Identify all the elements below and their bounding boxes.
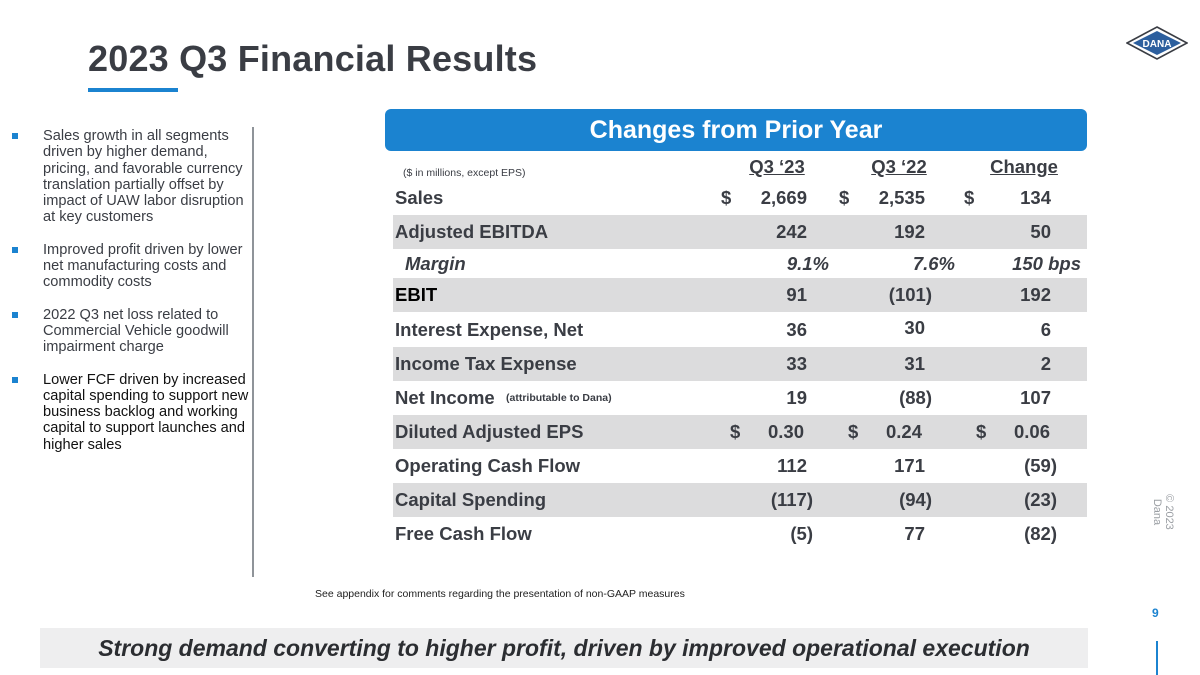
cell-q3-23: (117) — [770, 489, 813, 510]
cell-change: (59) — [1024, 455, 1057, 476]
bullet-text: Sales growth in all segments driven by h… — [43, 128, 244, 226]
cell-change: 150 bps — [1012, 253, 1081, 274]
cell-q3-23: 0.30 — [767, 421, 804, 442]
row-label: Capital Spending — [395, 489, 547, 510]
cell-change: 107 — [1020, 387, 1051, 408]
cell-q3-23: 33 — [786, 353, 807, 374]
dollar-sign: $ — [730, 421, 741, 442]
row-label: Sales — [395, 187, 444, 208]
bullet-marker — [12, 133, 18, 139]
cell-change: 50 — [1030, 221, 1051, 242]
units-note: ($ in millions, except EPS) — [403, 167, 526, 179]
table-banner: Changes from Prior Year — [385, 109, 1087, 151]
dollar-sign: $ — [839, 187, 850, 208]
cell-q3-22: 171 — [894, 455, 925, 476]
col-header-q3-22: Q3 ‘22 — [871, 156, 927, 177]
bullet-item: 2022 Q3 net loss related to Commercial V… — [12, 307, 252, 356]
cell-q3-23: 19 — [786, 387, 807, 408]
bullet-text: 2022 Q3 net loss related to Commercial V… — [43, 306, 229, 356]
page-number: 9 — [1152, 606, 1159, 620]
table-row-interest-expense: Interest Expense, Net 36 30 6 — [393, 313, 1087, 347]
cell-q3-23: 36 — [786, 319, 807, 340]
cell-q3-22: (88) — [899, 387, 932, 408]
dollar-sign: $ — [964, 187, 975, 208]
cell-change: (23) — [1024, 489, 1057, 510]
cell-q3-23: (5) — [790, 523, 813, 544]
table-row-free-cash-flow: Free Cash Flow (5) 77 (82) — [393, 517, 1087, 551]
cell-change: 192 — [1020, 284, 1051, 305]
dollar-sign: $ — [848, 421, 859, 442]
cell-q3-22: 77 — [904, 523, 925, 544]
table-row-capital-spending: Capital Spending (117) (94) (23) — [393, 483, 1087, 517]
table-row-diluted-eps: Diluted Adjusted EPS $ 0.30 $ 0.24 $ 0.0… — [393, 415, 1087, 449]
cell-q3-22: 2,535 — [878, 187, 925, 208]
bullet-item: Lower FCF driven by increased capital sp… — [12, 372, 252, 453]
title-underline — [88, 88, 178, 92]
table-row-ebit: EBIT 91 (101) 192 — [393, 278, 1087, 312]
row-label: Diluted Adjusted EPS — [395, 421, 584, 442]
cell-q3-22: 31 — [904, 353, 925, 374]
row-label: EBIT — [395, 284, 438, 305]
cell-change: 6 — [1040, 319, 1051, 340]
table-row-adjusted-ebitda: Adjusted EBITDA 242 192 50 — [393, 215, 1087, 249]
row-label: Net Income — [395, 387, 495, 408]
bullet-text: Improved profit driven by lower net manu… — [43, 241, 243, 291]
cell-q3-22: (94) — [899, 489, 932, 510]
footnote: See appendix for comments regarding the … — [315, 588, 685, 600]
dollar-sign: $ — [721, 187, 732, 208]
bullet-marker — [12, 246, 18, 253]
dana-logo: DANA — [1126, 26, 1188, 60]
cell-change: (82) — [1024, 523, 1057, 544]
copyright: © 2023 Dana — [1151, 494, 1175, 530]
page-title: 2023 Q3 Financial Results — [88, 38, 538, 79]
bullet-item: Improved profit driven by lower net manu… — [12, 242, 252, 291]
cell-q3-23: 91 — [786, 284, 807, 305]
row-label: Adjusted EBITDA — [395, 221, 549, 242]
row-note: (attributable to Dana) — [506, 392, 612, 404]
cell-change: 0.06 — [1013, 421, 1050, 442]
bullet-text: Lower FCF driven by increased capital sp… — [43, 371, 249, 453]
row-label: Free Cash Flow — [395, 523, 532, 544]
row-label: Income Tax Expense — [395, 353, 577, 374]
cell-q3-23: 9.1% — [786, 253, 829, 274]
cell-change: 2 — [1040, 353, 1051, 374]
cell-q3-22: 30 — [904, 317, 925, 338]
row-label: Margin — [405, 253, 466, 274]
dollar-sign: $ — [976, 421, 987, 442]
vertical-divider — [252, 127, 254, 577]
logo-text: DANA — [1143, 39, 1172, 50]
page-bar — [1156, 641, 1158, 675]
table-row-sales: Sales $ 2,669 $ 2,535 $ 134 — [393, 181, 1087, 215]
bullet-list: Sales growth in all segments driven by h… — [12, 128, 252, 469]
cell-q3-23: 112 — [777, 455, 807, 476]
table-row-operating-cash-flow: Operating Cash Flow 112 171 (59) — [393, 449, 1087, 483]
cell-change: 134 — [1020, 187, 1051, 208]
cell-q3-23: 2,669 — [760, 187, 807, 208]
cell-q3-23: 242 — [776, 221, 807, 242]
row-label: Operating Cash Flow — [395, 455, 581, 476]
table-row-income-tax: Income Tax Expense 33 31 2 — [393, 347, 1087, 381]
col-header-change: Change — [990, 156, 1058, 177]
table-row-net-income: Net Income (attributable to Dana) 19 (88… — [393, 381, 1087, 415]
cell-q3-22: (101) — [888, 284, 932, 305]
bullet-marker — [12, 376, 18, 383]
table-row-margin: Margin 9.1% 7.6% 150 bps — [393, 247, 1087, 278]
cell-q3-22: 7.6% — [912, 253, 955, 274]
bullet-marker — [12, 311, 18, 318]
row-label: Interest Expense, Net — [395, 319, 584, 340]
bullet-item: Sales growth in all segments driven by h… — [12, 128, 252, 226]
bottom-banner: Strong demand converting to higher profi… — [40, 628, 1088, 668]
cell-q3-22: 0.24 — [885, 421, 922, 442]
col-header-q3-23: Q3 ‘23 — [749, 156, 805, 177]
cell-q3-22: 192 — [894, 221, 925, 242]
